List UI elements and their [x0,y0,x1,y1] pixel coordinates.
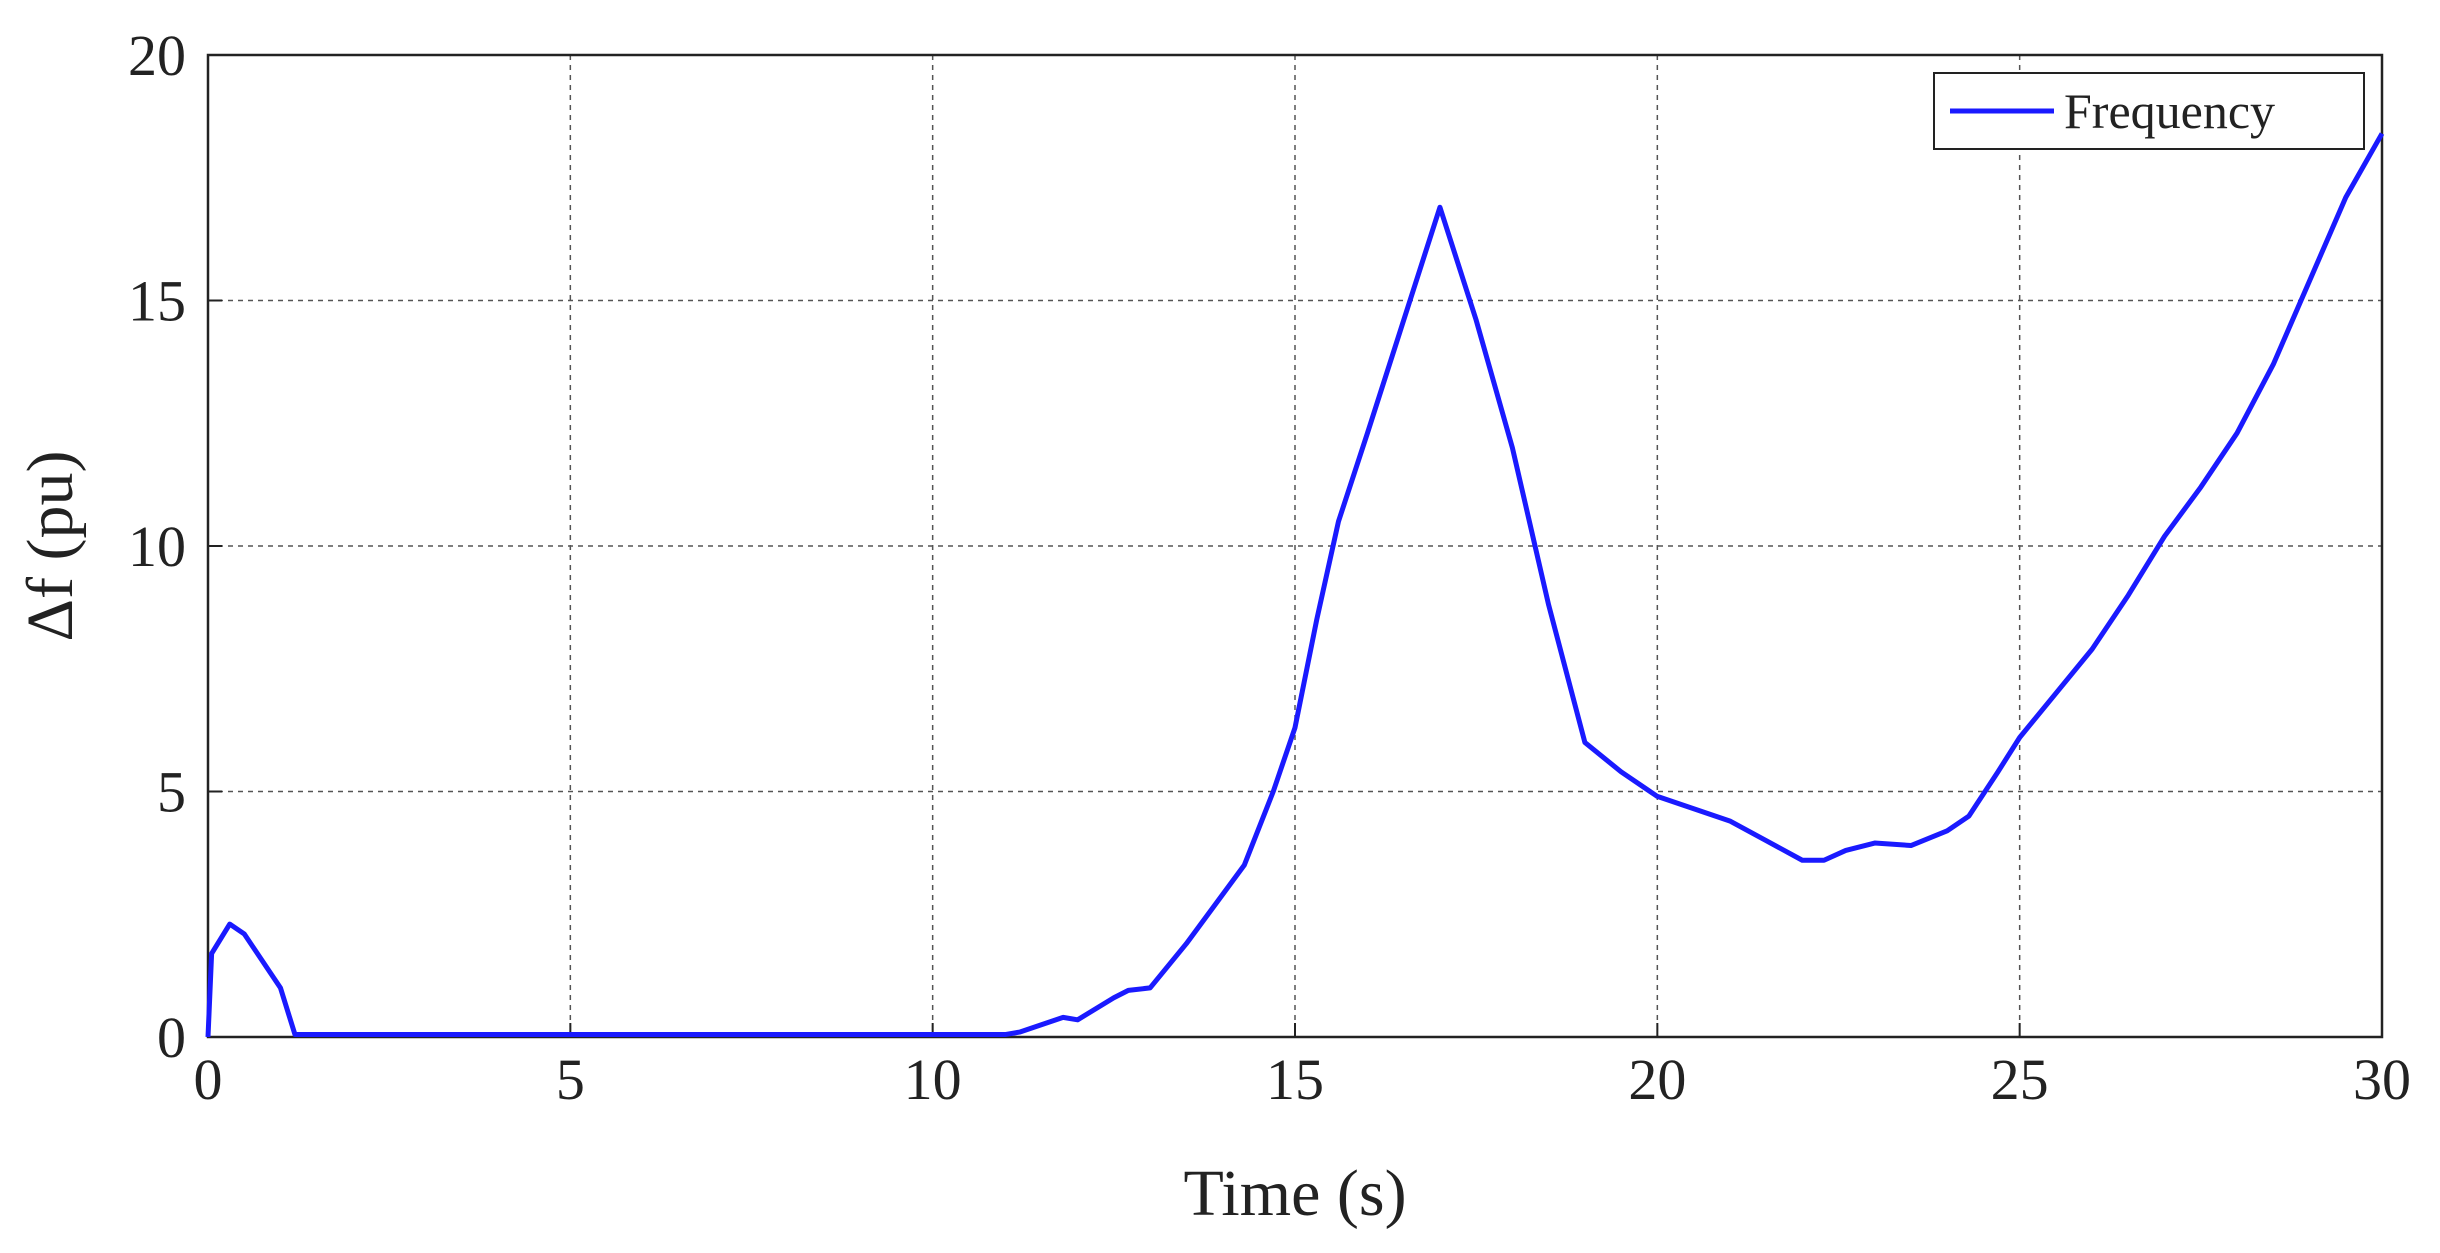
legend-label: Frequency [2064,83,2275,139]
x-tick-label: 25 [1991,1047,2049,1112]
legend: Frequency [1933,72,2365,150]
x-tick-label: 5 [556,1047,585,1112]
y-tick-label: 15 [128,269,186,334]
x-tick-label: 15 [1266,1047,1324,1112]
y-tick-label: 10 [128,514,186,579]
x-axis-label: Time (s) [1183,1157,1406,1230]
x-tick-label: 10 [904,1047,962,1112]
y-tick-label: 20 [128,23,186,88]
x-tick-label: 0 [194,1047,223,1112]
y-axis-label: Δf (pu) [14,451,87,642]
x-tick-label: 20 [1628,1047,1686,1112]
x-tick-label: 30 [2353,1047,2411,1112]
y-tick-label: 5 [157,760,186,825]
data-line [205,132,2385,1038]
plot-frame [206,53,2384,1039]
y-tick-label: 0 [157,1005,186,1070]
